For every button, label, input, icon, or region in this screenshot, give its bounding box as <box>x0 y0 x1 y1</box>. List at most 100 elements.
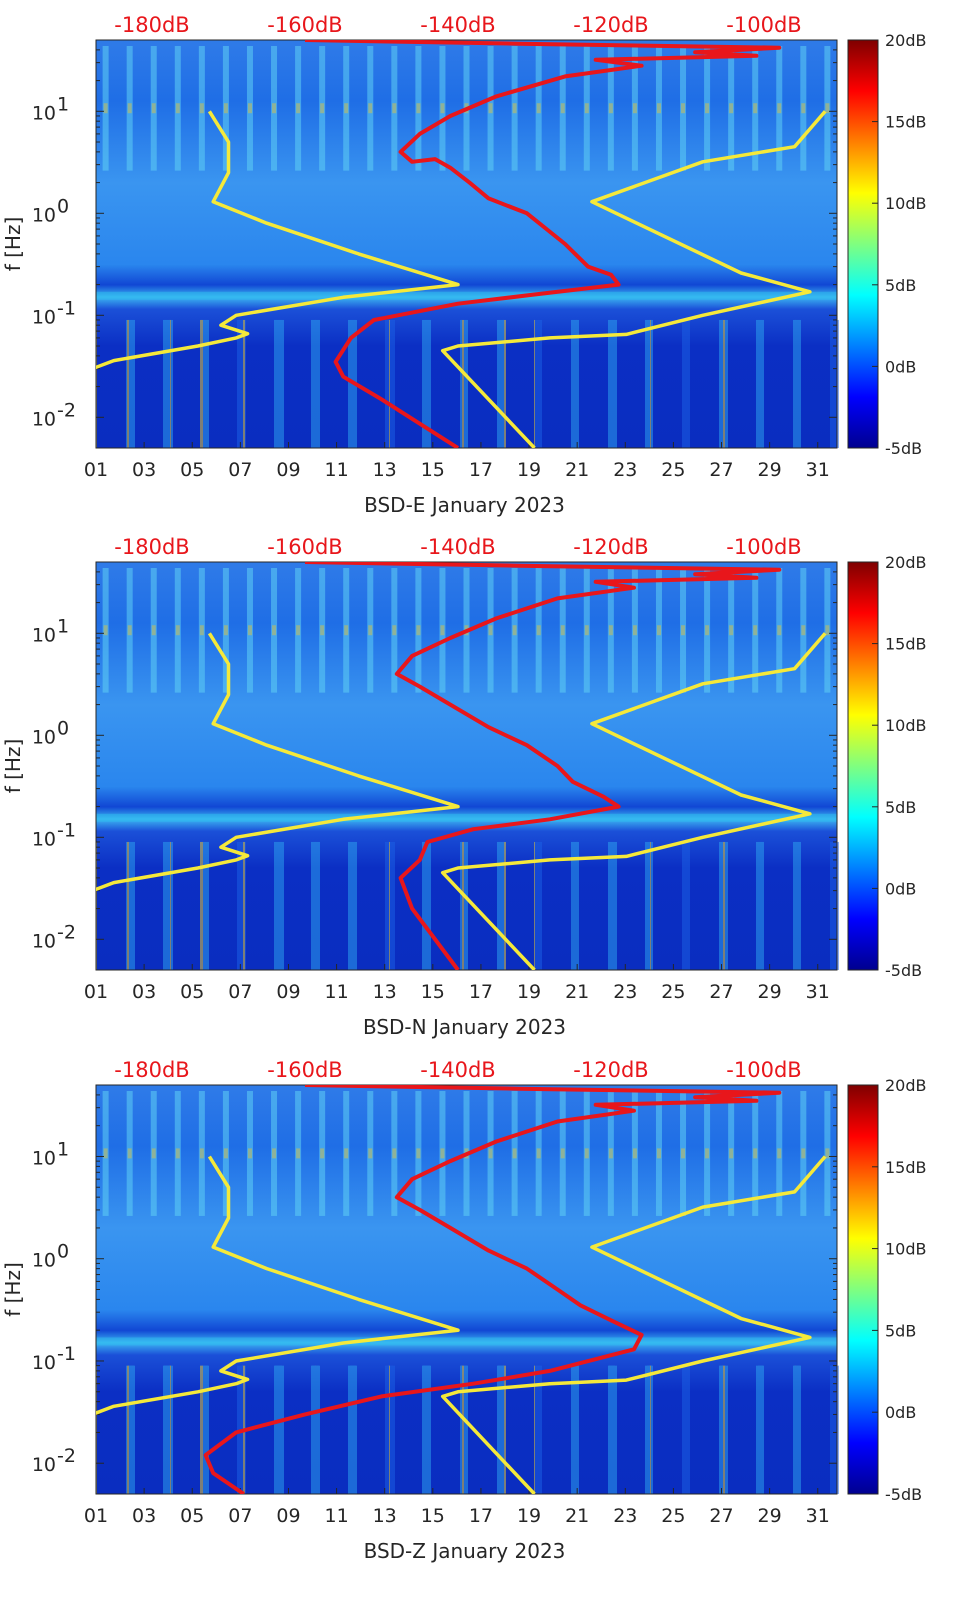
lowfreq-stripe <box>206 1365 209 1494</box>
daily-streak-highlight <box>608 625 613 636</box>
x-tick-label: 09 <box>276 459 300 481</box>
lowfreq-stripe <box>278 319 281 448</box>
lowfreq-stripe <box>386 841 389 970</box>
daily-streak-highlight <box>440 103 445 114</box>
y-tick-base: 10 <box>32 1454 56 1476</box>
lowfreq-stripe <box>385 841 387 970</box>
lowfreq-stripe <box>127 841 129 970</box>
x-tick-label: 21 <box>565 981 589 1003</box>
lowfreq-stripe <box>614 1365 617 1494</box>
lowfreq-stripe <box>611 319 614 448</box>
daily-streak-highlight <box>753 103 758 114</box>
daily-streak-highlight <box>368 1148 373 1159</box>
x-tick-label: 13 <box>373 1505 397 1527</box>
x-tick-label: 27 <box>709 459 733 481</box>
daily-streak-highlight <box>705 625 710 636</box>
lowfreq-stripe <box>203 319 206 448</box>
lowfreq-stripe <box>686 841 689 970</box>
lowfreq-stripe <box>761 319 764 448</box>
x-tick-label: 23 <box>613 1505 637 1527</box>
lowfreq-stripe <box>830 1365 833 1494</box>
lowfreq-stripe <box>830 841 833 970</box>
daily-streak-highlight <box>175 625 180 636</box>
lowfreq-stripe <box>167 841 170 970</box>
y-tick-exponent: -1 <box>57 819 76 841</box>
lowfreq-stripe <box>461 319 464 448</box>
lowfreq-stripe <box>350 841 353 970</box>
lowfreq-stripe <box>758 841 761 970</box>
daily-streak-highlight <box>825 625 830 636</box>
lowfreq-stripe <box>353 1365 356 1494</box>
x-tick-label: 27 <box>709 1505 733 1527</box>
lowfreq-stripe <box>349 1365 351 1494</box>
y-tick-label: 10 <box>32 624 56 646</box>
lowfreq-stripe <box>163 841 165 970</box>
lowfreq-stripe <box>131 841 134 970</box>
lowfreq-stripe <box>571 1365 573 1494</box>
lowfreq-stripe <box>536 319 539 448</box>
lowfreq-stripe <box>425 841 428 970</box>
daily-streak-highlight <box>801 625 806 636</box>
lowfreq-stripe <box>242 319 245 448</box>
lowfreq-stripe <box>131 319 134 448</box>
lowfreq-stripe <box>460 841 462 970</box>
daily-streak-highlight <box>536 1148 541 1159</box>
lowfreq-stripe <box>464 319 467 448</box>
x-tick-label: 21 <box>565 459 589 481</box>
daily-streak-highlight <box>560 625 565 636</box>
daily-streak-highlight <box>151 103 156 114</box>
lowfreq-stripe <box>348 841 349 970</box>
daily-streak-highlight <box>777 103 782 114</box>
daily-streak-highlight <box>223 103 228 114</box>
daily-streak-highlight <box>512 1148 517 1159</box>
lowfreq-stripe <box>575 319 578 448</box>
lowfreq-stripe <box>126 1365 127 1494</box>
lowfreq-stripe <box>237 841 238 970</box>
lowfreq-stripe <box>608 319 611 448</box>
x-tick-label: 07 <box>228 1505 252 1527</box>
lowfreq-stripe <box>422 319 425 448</box>
daily-streak-highlight <box>729 103 734 114</box>
yellow-noise-model-curve <box>440 110 827 448</box>
panel-bsd-e: 01 03 05 07 09 11 13 15 17 19 21 23 25 27 29 3110-210-1… <box>1 13 927 517</box>
daily-streak-highlight <box>536 103 541 114</box>
lowfreq-stripe <box>317 1365 320 1494</box>
lowfreq-stripe <box>645 319 646 448</box>
y-tick-base: 10 <box>32 306 56 328</box>
lowfreq-stripe <box>500 841 503 970</box>
x-tick-label: 11 <box>324 1505 348 1527</box>
lowfreq-stripe <box>425 1365 428 1494</box>
lowfreq-stripe <box>163 1365 165 1494</box>
y-tick-label: 10 <box>32 930 56 952</box>
lowfreq-stripe <box>682 1365 684 1494</box>
lowfreq-stripe <box>611 1365 614 1494</box>
daily-streak-highlight <box>127 625 132 636</box>
x-tick-label: 19 <box>517 1505 541 1527</box>
daily-streak-highlight <box>825 103 830 114</box>
y-tick-label: 10 <box>32 408 56 430</box>
x-tick-label: 05 <box>180 1505 204 1527</box>
daily-streak-highlight <box>320 1148 325 1159</box>
x-tick-label: 15 <box>421 981 445 1003</box>
lowfreq-stripe <box>650 841 653 970</box>
lowfreq-stripe <box>793 841 795 970</box>
daily-streak-highlight <box>223 625 228 636</box>
lowfreq-stripe <box>650 1365 653 1494</box>
lowfreq-stripe <box>170 841 173 970</box>
lowfreq-stripe <box>238 841 240 970</box>
lowfreq-stripe <box>203 1365 206 1494</box>
daily-streak-highlight <box>199 103 204 114</box>
daily-streak-highlight <box>632 103 637 114</box>
x-tick-label: 07 <box>228 459 252 481</box>
lowfreq-stripe <box>128 841 131 970</box>
panel-bsd-n: 01 03 05 07 09 11 13 15 17 19 21 23 25 27 29 3110-210-1… <box>1 535 927 1039</box>
daily-streak-highlight <box>392 103 397 114</box>
daily-streak-highlight <box>729 1148 734 1159</box>
y-tick-label: 10 <box>32 1352 56 1374</box>
lowfreq-stripe <box>281 1365 284 1494</box>
daily-streak-highlight <box>199 625 204 636</box>
lowfreq-stripe <box>535 1365 537 1494</box>
lowfreq-stripe <box>392 319 395 448</box>
lowfreq-stripe <box>274 1365 276 1494</box>
